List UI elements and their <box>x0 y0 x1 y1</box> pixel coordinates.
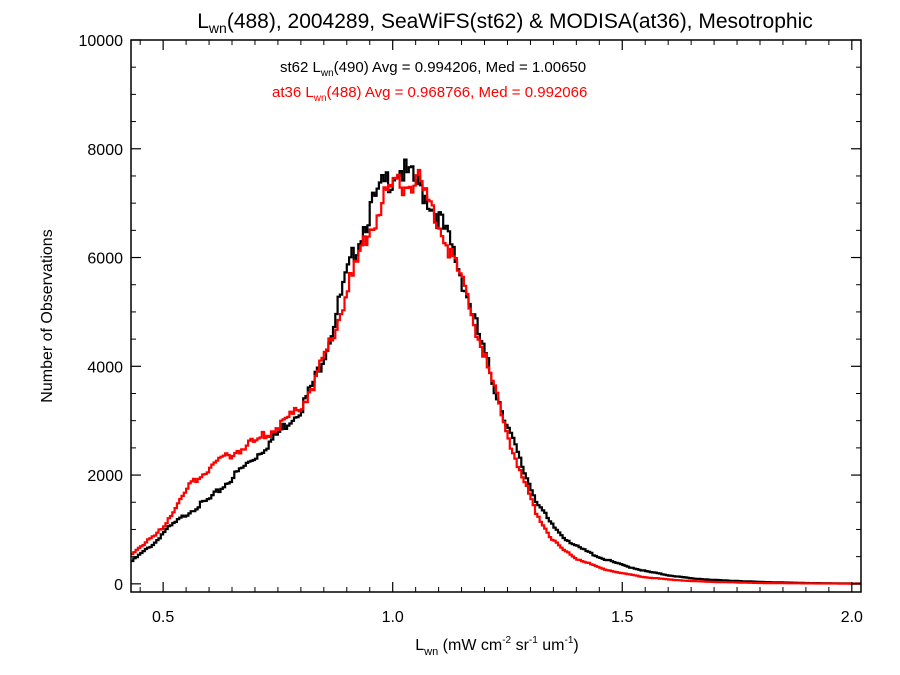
y-tick-label: 8000 <box>87 142 123 159</box>
y-tick-label: 0 <box>114 577 123 594</box>
x-tick-label: 1.5 <box>611 609 633 626</box>
y-tick-label: 2000 <box>87 468 123 485</box>
y-axis-label: Number of Observations <box>39 229 56 402</box>
series-1-line <box>131 158 861 585</box>
y-tick-label: 6000 <box>87 251 123 268</box>
chart-title: Lwn(488), 2004289, SeaWiFS(st62) & MODIS… <box>197 10 813 36</box>
y-tick-label: 4000 <box>87 359 123 376</box>
legend-at36: at36 Lwn(488) Avg = 0.968766, Med = 0.99… <box>272 84 587 104</box>
x-axis-label: Lwn (mW cm-2 sr-1 um-1) <box>415 635 578 658</box>
x-tick-label: 2.0 <box>841 609 863 626</box>
series-2-line <box>131 168 861 585</box>
plot-frame <box>130 39 862 593</box>
tick-layer: 0.5 1.0 1.5 2.0 0 2000 4000 6000 8000 10000 <box>79 33 864 626</box>
x-tick-label: 0.5 <box>152 609 174 626</box>
y-tick-label: 10000 <box>79 33 124 50</box>
x-tick-label: 1.0 <box>382 609 404 626</box>
series-layer <box>131 158 861 585</box>
legend-st62: st62 Lwn(490) Avg = 0.994206, Med = 1.00… <box>280 59 586 79</box>
